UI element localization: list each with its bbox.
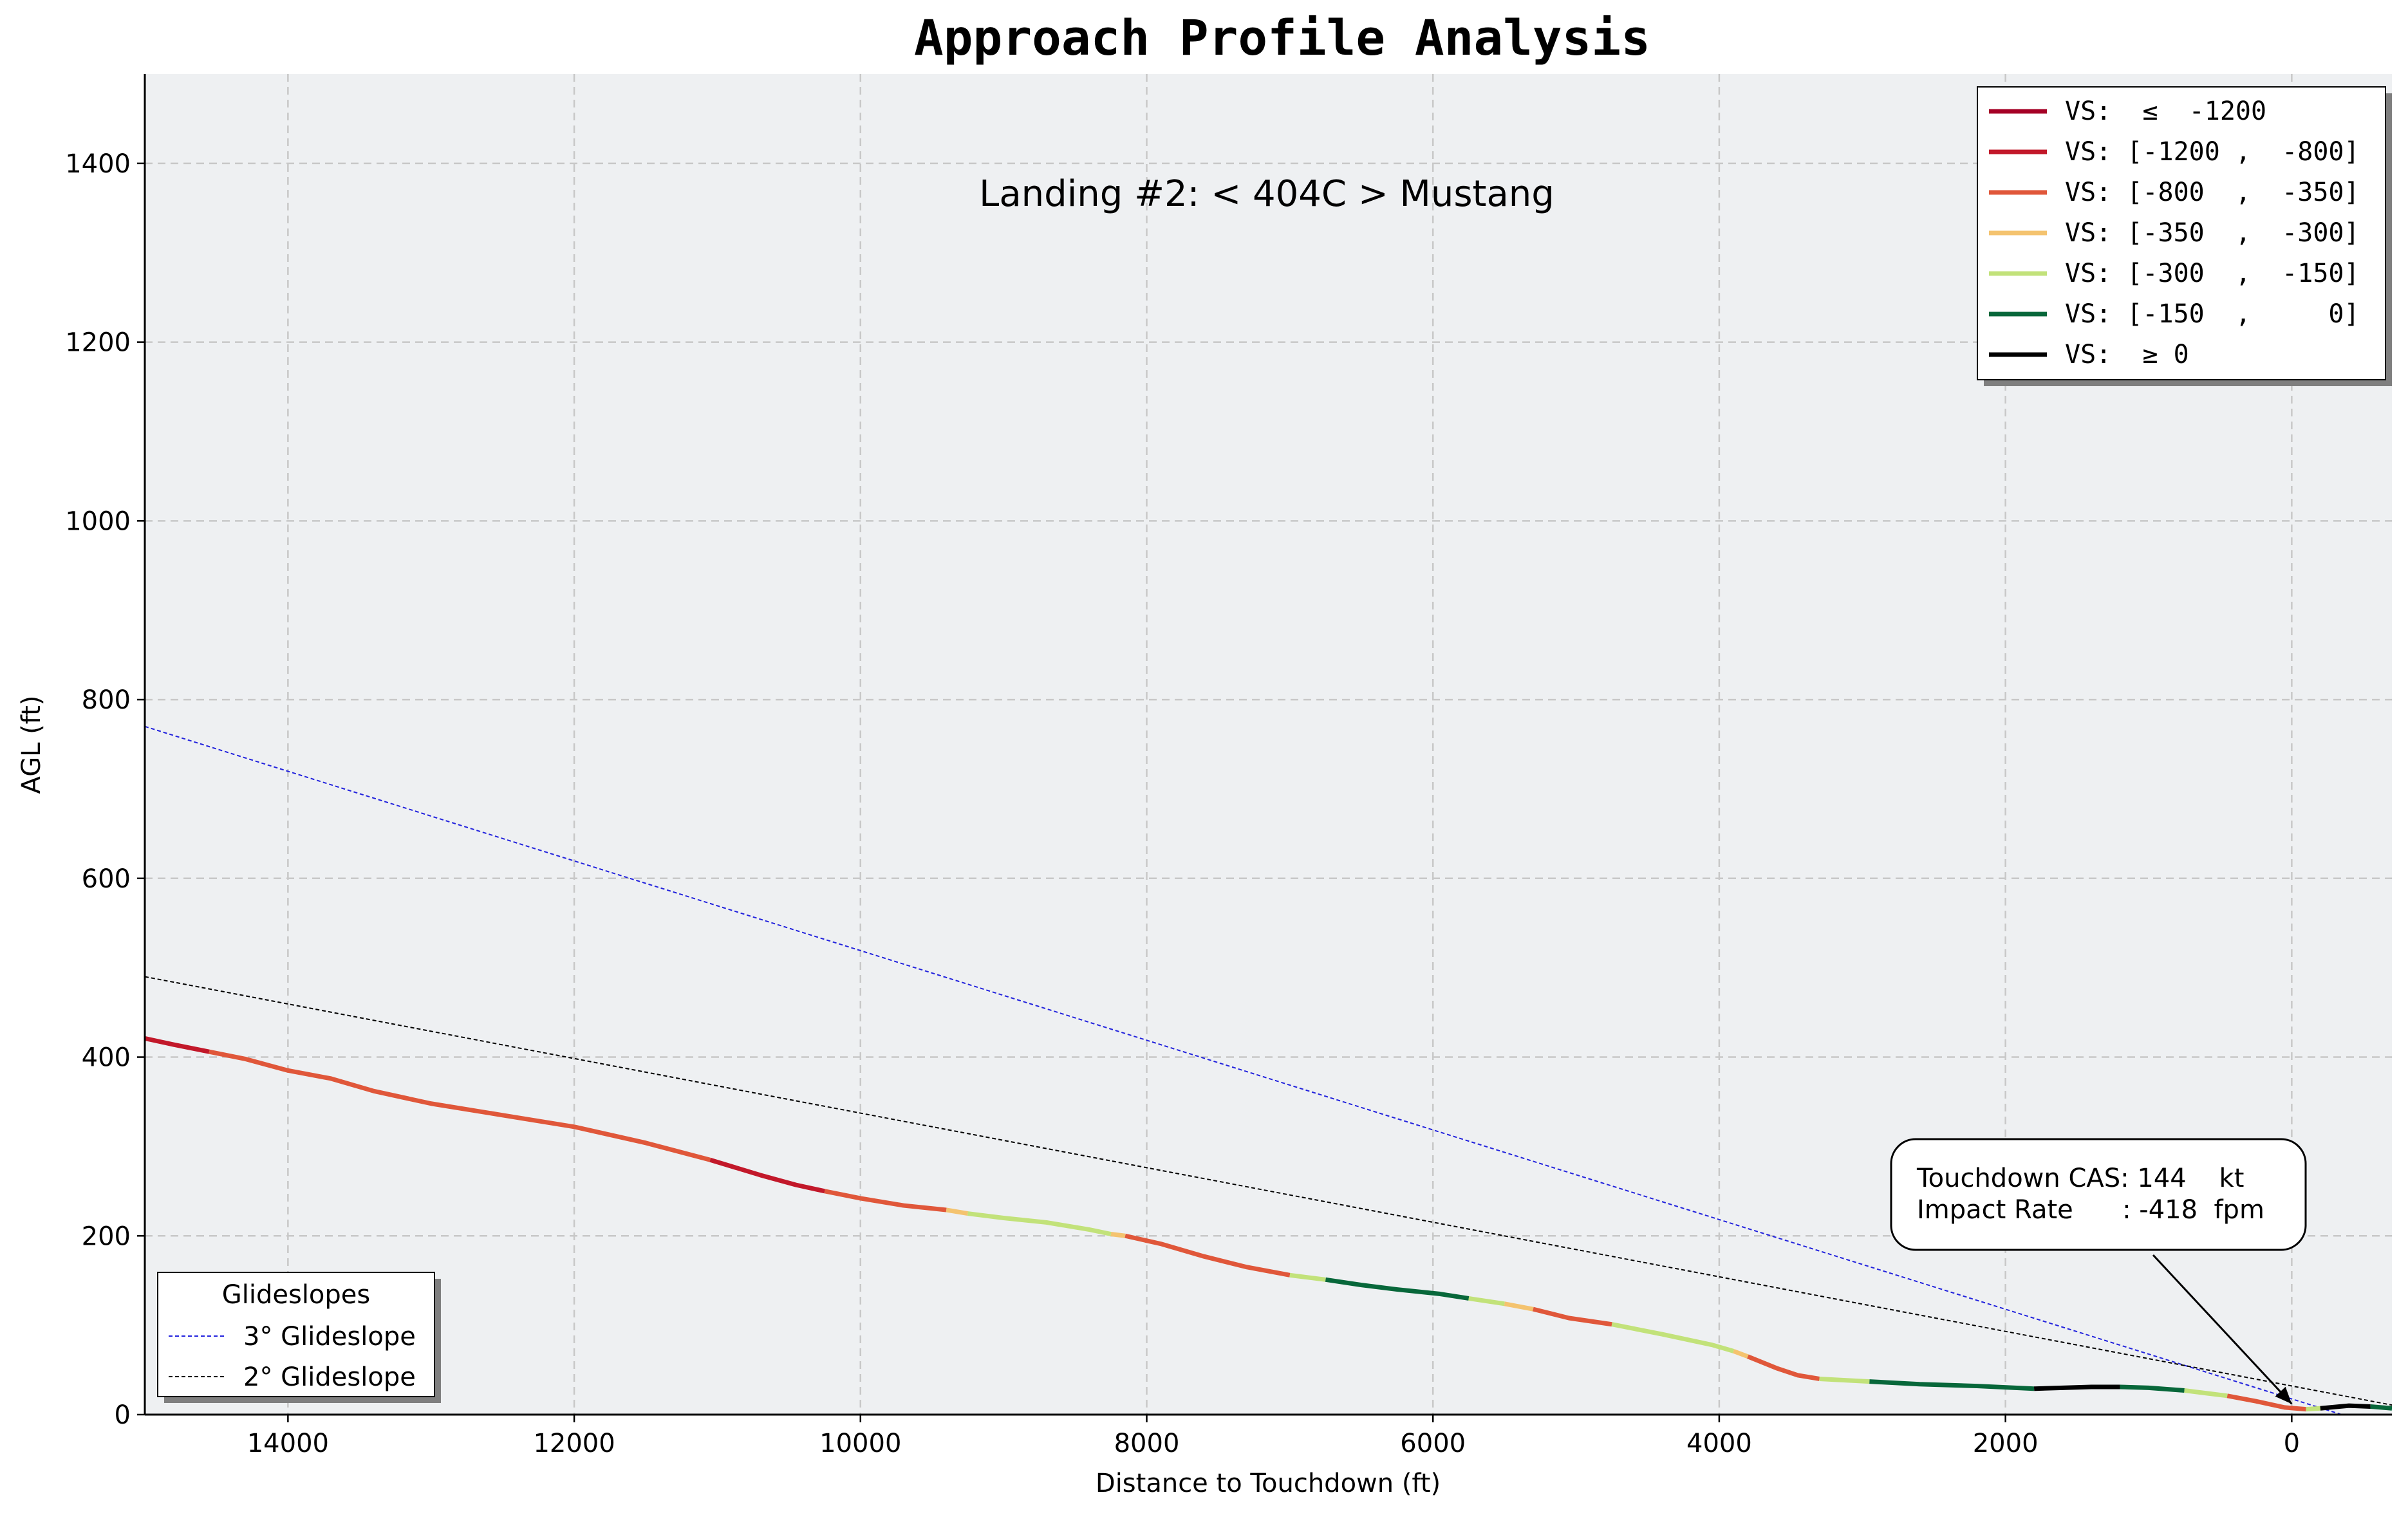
- annotation-arrowhead: [2275, 1386, 2292, 1404]
- profile-segment: [2033, 1384, 2120, 1391]
- profile-segment: [209, 1049, 711, 1162]
- annotation-box: [1890, 1138, 2307, 1251]
- y-tick-label: 600: [82, 864, 131, 894]
- profile-segment: [2370, 1404, 2392, 1411]
- profile-segment: [946, 1207, 969, 1216]
- profile-segment: [2184, 1388, 2228, 1399]
- profile-segment: [1468, 1296, 1505, 1306]
- y-tick-label: 1200: [65, 328, 131, 358]
- annotation-impact-text: Impact Rate : -418 fpm: [1917, 1195, 2264, 1225]
- profile-segment: [1533, 1306, 1612, 1327]
- x-tick-label: 8000: [1114, 1429, 1180, 1458]
- approach-profile: [145, 1036, 2392, 1412]
- x-tick-label: 14000: [247, 1429, 329, 1458]
- profile-segment: [967, 1211, 1112, 1236]
- y-axis-ticks: 0 200 400 600 800 1000 1200 1400: [65, 149, 145, 1430]
- glideslope-legend: Glideslopes 3° Glideslope 2° Glideslope: [157, 1272, 441, 1403]
- chart-subtitle: Landing #2: < 404C > Mustang: [979, 173, 1554, 215]
- profile-segment: [2226, 1393, 2306, 1412]
- profile-segment: [1732, 1349, 1749, 1359]
- glideslope-legend-label: 3° Glideslope: [243, 1322, 416, 1352]
- glideslope-3deg-line: [145, 725, 2342, 1415]
- y-tick-label: 1000: [65, 507, 131, 536]
- profile-segment: [1110, 1232, 1126, 1238]
- profile-segment: [2306, 1406, 2321, 1412]
- vs-legend-entries: VS: ≤ -1200 VS: [-1200 , -800] VS: [-800 ,…: [1989, 97, 2360, 369]
- y-tick-label: 0: [115, 1400, 131, 1430]
- profile-segment: [824, 1189, 947, 1213]
- profile-segment: [145, 1036, 210, 1054]
- vs-legend-label: VS: [-1200 , -800]: [2065, 137, 2360, 167]
- annotation-cas-text: Touchdown CAS: 144 kt: [1916, 1164, 2244, 1193]
- glideslope-2deg-line: [145, 976, 2392, 1406]
- profile-segment: [1125, 1233, 1291, 1278]
- touchdown-annotation: Touchdown CAS: 144 kt Impact Rate : -418…: [1890, 1138, 2307, 1405]
- glideslope-legend-label: 2° Glideslope: [243, 1362, 416, 1392]
- profile-segment: [1325, 1277, 1470, 1301]
- x-tick-label: 12000: [533, 1429, 615, 1458]
- x-axis-label: Distance to Touchdown (ft): [1096, 1469, 1441, 1498]
- profile-segment: [1504, 1301, 1534, 1312]
- profile-segment: [1289, 1272, 1326, 1282]
- profile-segment: [2320, 1403, 2371, 1411]
- y-axis-label: AGL (ft): [17, 696, 46, 794]
- glideslope-legend-entries: 3° Glideslope 2° Glideslope: [169, 1322, 416, 1392]
- profile-segment: [1611, 1322, 1735, 1353]
- annotation-arrow: [2152, 1254, 2293, 1405]
- vs-legend-label: VS: [-350 , -300]: [2065, 218, 2360, 248]
- vs-legend-label: VS: [-800 , -350]: [2065, 178, 2360, 207]
- x-tick-label: 4000: [1686, 1429, 1752, 1458]
- y-tick-label: 800: [82, 685, 131, 715]
- y-tick-label: 200: [82, 1222, 131, 1251]
- profile-segment: [1819, 1376, 1870, 1384]
- glideslope-legend-title: Glideslopes: [222, 1280, 371, 1310]
- x-axis-ticks: 14000 12000 10000 8000 6000 4000 2000 0: [247, 1415, 2300, 1458]
- chart-title: Approach Profile Analysis: [914, 9, 1650, 66]
- glideslope-lines: [145, 725, 2392, 1415]
- vs-legend-label: VS: [-300 , -150]: [2065, 259, 2360, 288]
- x-tick-label: 10000: [819, 1429, 901, 1458]
- profile-segment: [1747, 1354, 1820, 1381]
- vs-legend-label: VS: ≤ -1200: [2065, 97, 2266, 126]
- profile-segment: [2120, 1384, 2185, 1393]
- profile-segment: [709, 1157, 825, 1194]
- y-tick-label: 1400: [65, 149, 131, 179]
- glideslope-legend-box: [157, 1272, 435, 1397]
- profile-segment: [1869, 1379, 2035, 1391]
- vs-legend-label: VS: [-150 , 0]: [2065, 299, 2360, 329]
- x-tick-label: 2000: [1973, 1429, 2039, 1458]
- x-tick-label: 0: [2284, 1429, 2300, 1458]
- y-tick-label: 400: [82, 1043, 131, 1073]
- vs-legend: VS: ≤ -1200 VS: [-1200 , -800] VS: [-800 ,…: [1977, 86, 2392, 386]
- vs-legend-label: VS: ≥ 0: [2065, 340, 2189, 369]
- x-tick-label: 6000: [1400, 1429, 1466, 1458]
